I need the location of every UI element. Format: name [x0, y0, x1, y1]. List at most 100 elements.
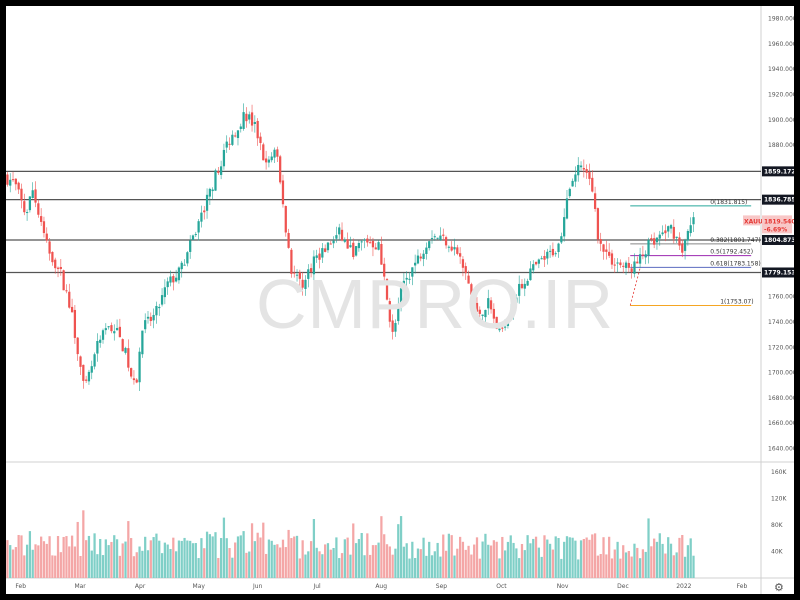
volume-bar — [214, 532, 217, 578]
volume-bar — [307, 551, 310, 578]
price-tick-label: 1680.000 — [768, 395, 794, 402]
candle-body — [383, 263, 386, 277]
volume-bar — [146, 550, 150, 578]
price-tick-label: 1720.000 — [768, 344, 794, 351]
candle-body — [481, 314, 484, 316]
candle-body — [160, 295, 164, 305]
volume-bar — [633, 543, 636, 578]
volume-bar — [509, 535, 512, 578]
candle-body — [144, 320, 147, 330]
volume-bar — [692, 555, 695, 578]
volume-bar — [402, 546, 406, 578]
candle-body — [473, 296, 476, 305]
candle-body — [135, 379, 138, 383]
candle-body — [37, 203, 40, 215]
volume-bar — [630, 556, 633, 578]
candle-body — [622, 265, 625, 267]
volume-bar — [346, 537, 349, 578]
candle-body — [624, 262, 628, 268]
price-chart[interactable]: 0(1831.815) 0.382(1801.747) 0.5(1792.452) 0… — [6, 6, 794, 594]
gear-icon[interactable]: ⚙ — [774, 581, 784, 594]
candle-body — [290, 249, 293, 274]
volume-bar — [276, 544, 279, 578]
candle-body — [428, 241, 431, 249]
volume-bar — [225, 538, 228, 578]
volume-bar — [315, 547, 318, 578]
volume-bar — [121, 543, 124, 578]
level-tag — [762, 166, 794, 177]
volume-bar — [324, 544, 327, 578]
candle-body — [152, 314, 155, 321]
volume-bar — [65, 536, 68, 578]
candle-body — [577, 164, 580, 176]
volume-bar — [87, 535, 91, 578]
volume-bar — [62, 536, 65, 578]
volume-bar — [290, 538, 293, 578]
volume-bar — [571, 537, 574, 578]
candle-body — [113, 331, 116, 334]
level-tag — [762, 194, 794, 205]
candle-body — [596, 208, 600, 240]
volume-bar — [354, 543, 358, 578]
candle-body — [189, 240, 192, 252]
volume-bar — [487, 544, 490, 578]
volume-bar — [602, 537, 605, 578]
volume-bar — [256, 532, 259, 578]
candle-body — [76, 337, 79, 355]
price-tick-label: 1740.000 — [768, 319, 794, 326]
volume-bar — [532, 538, 535, 578]
candle-body — [557, 243, 560, 252]
volume-bar — [56, 536, 60, 578]
candle-body — [689, 225, 692, 234]
volume-bar — [506, 541, 510, 578]
volume-bar — [641, 549, 645, 578]
volume-bar — [42, 541, 46, 578]
candle-body — [397, 305, 400, 322]
time-tick-label: 2022 — [676, 583, 691, 590]
volume-bar — [236, 536, 240, 578]
candle-body — [166, 281, 169, 288]
volume-bar — [608, 536, 611, 578]
candle-body — [529, 268, 532, 281]
candle-body — [574, 174, 577, 182]
volume-bar — [433, 551, 436, 578]
volume-bar — [228, 548, 231, 578]
volume-bar — [152, 537, 155, 578]
volume-bar — [242, 531, 245, 578]
volume-bar — [234, 542, 237, 578]
candle-body — [498, 328, 501, 331]
volume-bar — [99, 539, 102, 578]
volume-tick-label: 40K — [771, 549, 784, 556]
volume-bar — [551, 549, 555, 578]
candle-body — [73, 309, 77, 338]
level-tag-label: 1836.785 — [764, 197, 794, 204]
volume-bar — [475, 537, 479, 578]
volume-bar — [144, 536, 147, 578]
candle-body — [633, 261, 636, 274]
candle-body — [141, 330, 144, 355]
candle-body — [25, 212, 29, 214]
volume-bar — [425, 555, 428, 578]
candle-body — [183, 264, 186, 266]
candle-body — [248, 114, 251, 120]
volume-bar — [560, 558, 563, 578]
fib-level-label: 0.618(1783.158) — [710, 260, 761, 267]
candle-body — [191, 235, 195, 240]
last-price-tag-bg — [762, 215, 792, 234]
candle-body — [537, 259, 540, 264]
volume-bar — [211, 536, 214, 578]
candle-body — [599, 239, 602, 244]
volume-bar — [197, 558, 200, 578]
volume-bar — [436, 542, 439, 578]
volume-bar — [369, 554, 372, 578]
candle-body — [234, 135, 237, 137]
volume-bar — [180, 540, 183, 578]
candle-body — [405, 277, 408, 280]
candle-body — [543, 256, 546, 260]
candle-body — [425, 247, 428, 254]
volume-bar — [591, 534, 594, 578]
candle-body — [563, 217, 566, 237]
candle-body — [211, 189, 214, 192]
level-tag-label: 1779.153 — [764, 269, 794, 276]
candle-body — [236, 130, 240, 139]
